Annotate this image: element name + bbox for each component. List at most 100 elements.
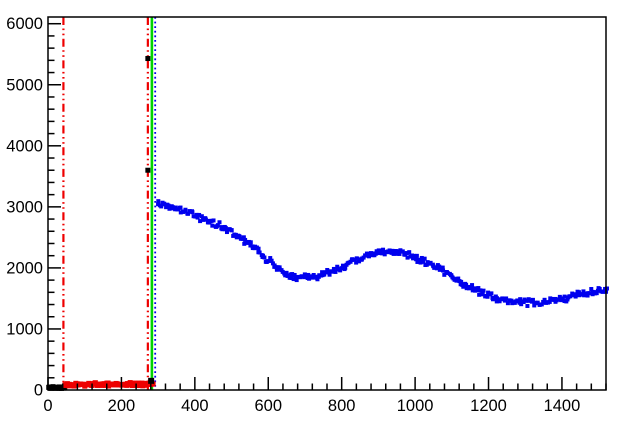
blue-main-band-point: [570, 293, 575, 298]
blue-main-band-point: [573, 294, 578, 299]
blue-main-band-point: [411, 256, 416, 261]
blue-main-band-point: [541, 300, 546, 305]
y-tick-label-4000: 4000: [6, 137, 43, 155]
blue-main-band-point: [574, 292, 579, 297]
blue-main-band-point: [220, 227, 225, 232]
blue-main-band-point: [550, 296, 555, 301]
blue-main-band-point: [486, 290, 491, 295]
blue-main-band-point: [434, 266, 439, 271]
blue-main-band-point: [525, 303, 530, 308]
blue-main-band-point: [199, 214, 204, 219]
blue-main-band-point: [407, 250, 412, 255]
blue-main-band-point: [156, 199, 161, 204]
blue-main-band-point: [302, 272, 307, 277]
blue-main-band-point: [475, 288, 480, 293]
blue-main-band-point: [600, 289, 605, 294]
blue-main-band-point: [241, 235, 246, 240]
blue-main-band-point: [367, 254, 372, 259]
blue-main-band-point: [256, 246, 261, 251]
blue-main-band-point: [505, 301, 510, 306]
blue-main-band-point: [328, 269, 333, 274]
blue-main-band-point: [203, 217, 208, 222]
blue-main-band-point: [590, 289, 595, 294]
blue-main-band-point: [562, 294, 567, 299]
blue-main-band-point: [481, 288, 486, 293]
red-low-band-point: [92, 380, 98, 386]
blue-main-band-point: [167, 206, 172, 211]
blue-main-band-point: [503, 298, 508, 303]
blue-main-band-point: [530, 297, 535, 302]
blue-main-band-point: [414, 257, 419, 262]
blue-main-band-point: [478, 288, 483, 293]
blue-main-band-point: [396, 249, 401, 254]
blue-main-band-point: [473, 288, 478, 293]
blue-main-band-point: [437, 267, 442, 272]
axis-ticks: [47, 22, 607, 391]
x-tick-label-200: 200: [108, 397, 136, 415]
blue-main-band-point: [306, 272, 311, 277]
blue-main-band-point: [340, 264, 345, 269]
data-points: [46, 56, 609, 391]
y-tick-label-3000: 3000: [6, 198, 43, 216]
blue-main-band-point: [400, 249, 405, 254]
blue-main-band-point: [391, 251, 396, 256]
blue-main-band-point: [415, 259, 420, 264]
blue-main-band-point: [293, 275, 298, 280]
blue-main-band-point: [555, 297, 560, 302]
blue-main-band-point: [284, 270, 289, 275]
blue-main-band-point: [542, 297, 547, 302]
blue-main-band-point: [243, 237, 248, 242]
blue-main-band-point: [445, 270, 450, 275]
blue-main-band-point: [557, 294, 562, 299]
blue-main-band-point: [194, 212, 199, 217]
y-tick-label-0: 0: [34, 382, 43, 400]
x-tick-label-600: 600: [254, 397, 282, 415]
x-tick-label-800: 800: [328, 397, 356, 415]
blue-main-band-point: [440, 265, 445, 270]
black-outlier-low: [148, 377, 155, 384]
blue-main-band-point: [352, 257, 357, 262]
blue-main-band-point: [381, 247, 386, 252]
blue-main-band-point: [217, 220, 222, 225]
frame-rect: [47, 16, 607, 391]
blue-main-band-point: [197, 212, 202, 217]
blue-main-band-point: [587, 291, 592, 296]
blue-main-band-point: [248, 243, 253, 248]
blue-main-band-point: [338, 268, 343, 273]
blue-main-band-point: [577, 293, 582, 298]
blue-main-band-point: [428, 260, 433, 265]
x-tick-label-1400: 1400: [544, 397, 581, 415]
blue-main-band-point: [322, 272, 327, 277]
blue-main-band-point: [480, 291, 485, 296]
blue-main-band-point: [494, 299, 499, 304]
blue-main-band-point: [229, 228, 234, 233]
x-tick-label-400: 400: [181, 397, 209, 415]
x-tick-label-1000: 1000: [397, 397, 434, 415]
blue-main-band-point: [519, 302, 524, 307]
blue-main-band-point: [604, 286, 609, 291]
blue-main-band-point: [581, 289, 586, 294]
blue-main-band-point: [535, 300, 540, 305]
blue-main-band-point: [274, 267, 279, 272]
blue-main-band-point: [539, 302, 544, 307]
blue-main-band-point: [331, 266, 336, 271]
blue-main-band-point: [257, 250, 262, 255]
blue-main-band-point: [219, 225, 224, 230]
blue-main-band-point: [289, 276, 294, 281]
blue-main-band-point: [411, 253, 416, 258]
blue-main-band-point: [292, 272, 297, 277]
blue-main-band-point: [418, 259, 423, 264]
blue-main-band-point: [389, 250, 394, 255]
blue-main-band-point: [421, 259, 426, 264]
blue-main-band-point: [441, 268, 446, 273]
blue-main-band-point: [500, 297, 505, 302]
blue-main-band-point: [476, 286, 481, 291]
blue-main-band-point: [268, 256, 273, 261]
blue-main-band-point: [416, 257, 421, 262]
blue-main-band-point: [468, 285, 473, 290]
blue-main-band-point: [320, 270, 325, 275]
blue-main-band-point: [576, 290, 581, 295]
blue-main-band-point: [215, 223, 220, 228]
